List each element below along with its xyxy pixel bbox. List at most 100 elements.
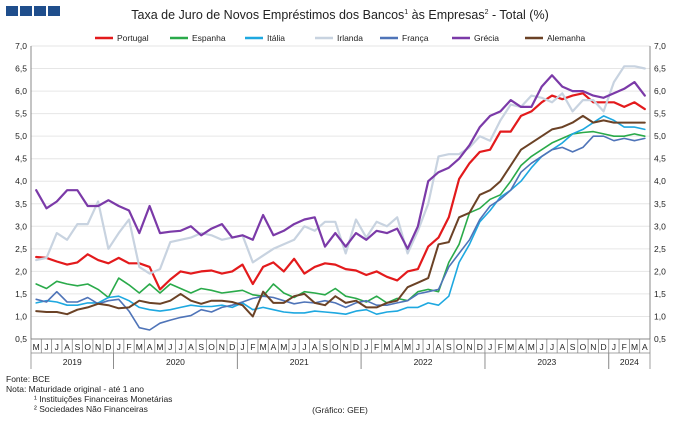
x-tick-label: N — [219, 342, 225, 352]
y-tick-label-right: 3,0 — [654, 221, 666, 231]
legend-label: Grécia — [474, 33, 499, 43]
x-tick-label: F — [498, 342, 503, 352]
publisher-logo — [6, 6, 60, 16]
y-tick-label-right: 2,5 — [654, 244, 666, 254]
x-tick-label: S — [570, 342, 576, 352]
footer-note: Nota: Maturidade original - até 1 ano — [6, 384, 144, 394]
x-tick-label: A — [394, 342, 400, 352]
year-label: 2024 — [620, 357, 639, 367]
x-tick-label: J — [178, 342, 182, 352]
x-tick-label: O — [84, 342, 91, 352]
series-line-espanha — [35, 130, 646, 304]
y-tick-label-left: 7,0 — [15, 41, 27, 51]
x-tick-label: D — [601, 342, 607, 352]
y-tick-label-left: 4,5 — [15, 154, 27, 164]
x-tick-label: M — [631, 342, 638, 352]
x-tick-label: D — [353, 342, 359, 352]
x-tick-label: J — [55, 342, 59, 352]
y-tick-label-right: 0,5 — [654, 334, 666, 344]
x-tick-label: M — [136, 342, 143, 352]
x-tick-label: A — [188, 342, 194, 352]
x-tick-label: J — [416, 342, 420, 352]
legend-label: França — [402, 33, 429, 43]
legend-label: Portugal — [117, 33, 149, 43]
x-tick-label: N — [95, 342, 101, 352]
y-tick-label-left: 2,0 — [15, 266, 27, 276]
x-tick-label: M — [507, 342, 514, 352]
footer-credit: (Gráfico: GEE) — [312, 405, 368, 415]
x-tick-label: O — [580, 342, 587, 352]
x-tick-label: A — [312, 342, 318, 352]
x-tick-label: J — [117, 342, 121, 352]
y-tick-label-left: 1,5 — [15, 289, 27, 299]
x-tick-label: O — [332, 342, 339, 352]
legend-label: Irlanda — [337, 33, 363, 43]
y-tick-label-left: 1,0 — [15, 311, 27, 321]
x-tick-label: O — [208, 342, 215, 352]
x-tick-label: M — [260, 342, 267, 352]
x-tick-label: S — [198, 342, 204, 352]
y-tick-label-left: 5,0 — [15, 131, 27, 141]
x-tick-label: S — [75, 342, 81, 352]
year-label: 2019 — [63, 357, 82, 367]
series-line-irlanda — [35, 65, 646, 275]
x-tick-label: M — [528, 342, 535, 352]
x-tick-label: S — [322, 342, 328, 352]
x-tick-label: M — [33, 342, 40, 352]
x-tick-label: M — [280, 342, 287, 352]
legend-label: Alemanha — [547, 33, 586, 43]
chart-title: Taxa de Juro de Novos Empréstimos dos Ba… — [131, 8, 549, 22]
x-tick-label: A — [436, 342, 442, 352]
year-label: 2020 — [166, 357, 185, 367]
year-label: 2023 — [537, 357, 556, 367]
year-label: 2022 — [414, 357, 433, 367]
y-tick-label-left: 5,5 — [15, 109, 27, 119]
x-tick-label: A — [518, 342, 524, 352]
x-tick-label: J — [488, 342, 492, 352]
x-tick-label: A — [147, 342, 153, 352]
x-tick-label: A — [642, 342, 648, 352]
x-tick-label: S — [446, 342, 452, 352]
y-tick-label-right: 2,0 — [654, 266, 666, 276]
x-tick-label: J — [168, 342, 172, 352]
x-tick-label: J — [44, 342, 48, 352]
x-tick-label: F — [374, 342, 379, 352]
series-line-frança — [35, 135, 646, 331]
y-tick-label-right: 5,0 — [654, 131, 666, 141]
y-tick-label-right: 1,0 — [654, 311, 666, 321]
y-tick-label-left: 4,0 — [15, 176, 27, 186]
x-tick-label: F — [126, 342, 131, 352]
x-tick-label: J — [540, 342, 544, 352]
x-tick-label: A — [559, 342, 565, 352]
y-tick-label-left: 3,0 — [15, 221, 27, 231]
series-line-portugal — [35, 92, 646, 291]
y-tick-label-right: 1,5 — [654, 289, 666, 299]
x-tick-label: J — [550, 342, 554, 352]
y-tick-label-right: 5,5 — [654, 109, 666, 119]
y-tick-label-right: 6,5 — [654, 64, 666, 74]
x-tick-label: N — [343, 342, 349, 352]
y-tick-label-right: 3,5 — [654, 199, 666, 209]
x-tick-label: J — [426, 342, 430, 352]
footer-source: Fonte: BCE — [6, 374, 50, 384]
y-tick-label-left: 6,5 — [15, 64, 27, 74]
year-label: 2021 — [290, 357, 309, 367]
x-tick-label: D — [105, 342, 111, 352]
x-tick-label: D — [229, 342, 235, 352]
y-tick-label-left: 6,0 — [15, 86, 27, 96]
x-tick-label: F — [250, 342, 255, 352]
x-tick-label: J — [292, 342, 296, 352]
footer-note-1: ¹ Instituições Financeiras Monetárias — [34, 394, 173, 404]
x-tick-label: M — [156, 342, 163, 352]
x-tick-label: O — [456, 342, 463, 352]
x-tick-label: J — [240, 342, 244, 352]
y-tick-label-right: 7,0 — [654, 41, 666, 51]
x-tick-label: D — [477, 342, 483, 352]
series-line-grécia — [35, 74, 646, 250]
x-tick-label: J — [612, 342, 616, 352]
y-tick-label-left: 2,5 — [15, 244, 27, 254]
y-tick-label-left: 3,5 — [15, 199, 27, 209]
y-tick-label-left: 0,5 — [15, 334, 27, 344]
x-tick-label: M — [383, 342, 390, 352]
